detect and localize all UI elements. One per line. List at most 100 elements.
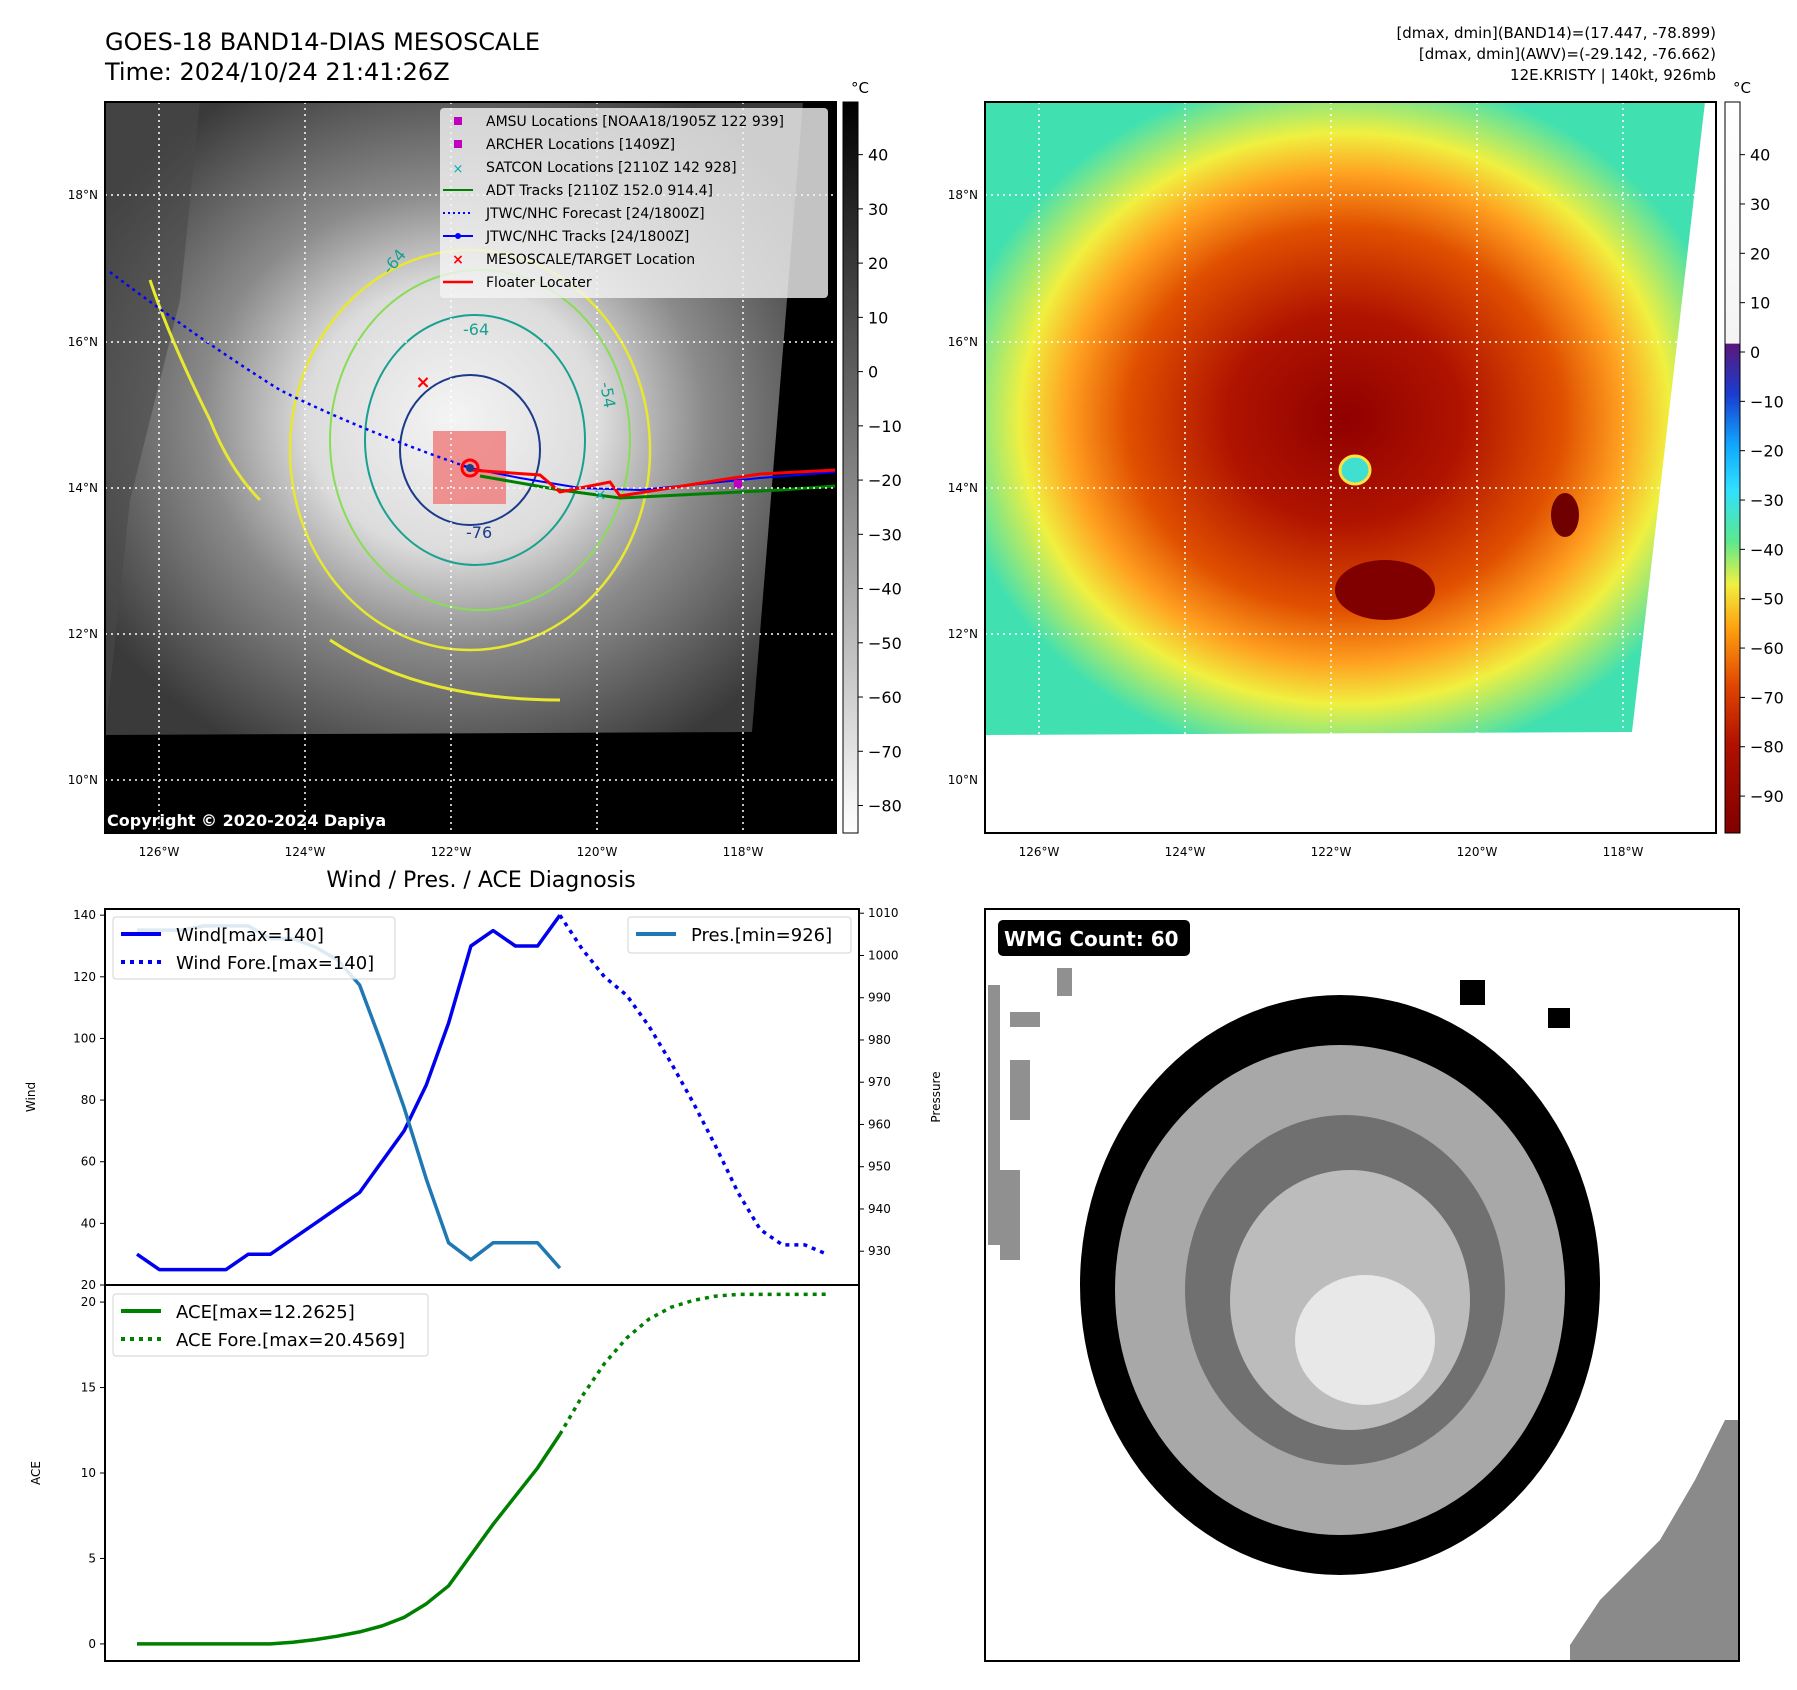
wind-axis-label: Wind	[24, 1082, 38, 1112]
lat-tick: 16°N	[68, 335, 98, 349]
pressure-tick-label: 990	[868, 991, 891, 1005]
wind-tick-label: 120	[73, 970, 96, 984]
ace-legend: ACE[max=12.2625] ACE Fore.[max=20.4569]	[112, 1293, 429, 1357]
wind-tick-label: 20	[81, 1278, 96, 1292]
colorbar-tick-label: −10	[1750, 392, 1784, 411]
pressure-tick-label: 970	[868, 1075, 891, 1089]
colorbar-tick-label: −10	[868, 417, 902, 436]
lat-tick: 12°N	[948, 627, 978, 641]
lat-tick: 14°N	[68, 481, 98, 495]
colorbar-tick-label: −60	[1750, 639, 1784, 658]
pressure-tick-label: 960	[868, 1117, 891, 1131]
gray-map-axis-labels: 126°W 124°W 122°W 120°W 118°W 18°N 16°N …	[68, 188, 764, 859]
legend-wind: Wind[max=140]	[176, 925, 324, 946]
ace-chart: 0 5 10 15 20 ACE ACE[max=12.2625] ACE Fore.[…	[29, 1284, 860, 1662]
lat-tick: 12°N	[68, 627, 98, 641]
color-satellite-imagery	[985, 102, 1705, 735]
colorbar-tick-label: 30	[1750, 195, 1770, 214]
lat-tick: 16°N	[948, 335, 978, 349]
adt-track	[479, 474, 836, 500]
colorbar-tick-label: −70	[868, 742, 902, 761]
ace-axis-label: ACE	[29, 1461, 43, 1485]
pressure-tick-label: 950	[868, 1160, 891, 1174]
legend-wind-forecast: Wind Fore.[max=140]	[176, 953, 374, 974]
colorbar-tick-label: −60	[868, 688, 902, 707]
wind-tick-label: 40	[81, 1216, 96, 1230]
lon-tick: 118°W	[1603, 845, 1644, 859]
legend-ace-forecast: ACE Fore.[max=20.4569]	[176, 1330, 405, 1351]
map-legend: × × AMSU Locations [NOAA18/1905Z 122 939…	[440, 108, 828, 298]
colorbar-tick-label: −30	[1750, 491, 1784, 510]
ace-tick-label: 5	[88, 1551, 96, 1565]
legend-ace: ACE[max=12.2625]	[176, 1302, 355, 1323]
colorbar-tick-label: −80	[1750, 738, 1784, 757]
legend-adt: ADT Tracks [2110Z 152.0 914.4]	[486, 183, 713, 199]
gray-colorbar-unit: °C	[851, 79, 869, 97]
ace-tick-label: 15	[81, 1381, 96, 1395]
forecast-track	[109, 271, 471, 470]
lon-tick: 124°W	[285, 845, 326, 859]
lat-tick: 10°N	[68, 773, 98, 787]
colorbar-tick-label: −70	[1750, 688, 1784, 707]
pressure-tick-label: 1010	[868, 906, 899, 920]
diagnosis-title: Wind / Pres. / ACE Diagnosis	[326, 868, 635, 893]
series-line-wind-max-	[136, 914, 562, 1272]
colorbar-tick-label: 10	[868, 308, 888, 327]
copyright-text: Copyright © 2020-2024 Dapiya	[107, 811, 386, 830]
colorbar-tick-label: 40	[1750, 146, 1770, 165]
lat-tick: 14°N	[948, 481, 978, 495]
pressure-tick-label: 1000	[868, 948, 899, 962]
contour-label-4: -54	[596, 380, 619, 409]
colorbar-tick-label: −40	[868, 580, 902, 599]
colorbar-tick-label: −40	[1750, 540, 1784, 559]
ir-color-map	[985, 102, 1716, 833]
awv-range: [dmax, dmin](AWV)=(-29.142, -76.662)	[1419, 45, 1716, 63]
contour-navy	[399, 374, 541, 526]
colorbar-tick-label: −90	[1750, 787, 1784, 806]
colorbar-tick-label: −50	[868, 634, 902, 653]
eye-marker	[1338, 454, 1372, 486]
contour-label-2: -76	[466, 523, 492, 542]
legend-amsu: AMSU Locations [NOAA18/1905Z 122 939]	[486, 114, 784, 130]
lon-tick: 126°W	[1019, 845, 1060, 859]
colorbar-tick-label: −20	[868, 471, 902, 490]
lon-tick: 126°W	[139, 845, 180, 859]
ace-tick-label: 20	[81, 1295, 96, 1309]
lat-tick: 18°N	[68, 188, 98, 202]
lon-tick: 120°W	[577, 845, 618, 859]
pressure-tick-label: 980	[868, 1033, 891, 1047]
svg-text:×: ×	[453, 162, 464, 177]
pressure-axis-label: Pressure	[929, 1071, 943, 1122]
colorbar-tick-label: −20	[1750, 442, 1784, 461]
storm-info: 12E.KRISTY | 140kt, 926mb	[1510, 66, 1716, 84]
wmg-blocks	[988, 968, 1739, 1661]
color-colorbar-unit: °C	[1733, 79, 1751, 97]
jtwc-track	[469, 467, 836, 492]
colorbar-tick-label: 0	[868, 363, 878, 382]
contour-teal	[364, 314, 586, 566]
band14-range: [dmax, dmin](BAND14)=(17.447, -78.899)	[1396, 24, 1716, 42]
colorbar-tick-label: 10	[1750, 294, 1770, 313]
legend-archer: ARCHER Locations [1409Z]	[486, 137, 675, 153]
lon-tick: 122°W	[1311, 845, 1352, 859]
colorbar-tick-label: −80	[868, 797, 902, 816]
color-map-gridlines	[985, 102, 1716, 833]
colorbar-tick-label: 20	[1750, 244, 1770, 263]
wmg-count-badge: WMG Count: 60	[1004, 927, 1179, 951]
wind-tick-label: 80	[81, 1093, 96, 1107]
lat-tick: 10°N	[948, 773, 978, 787]
wind-legend: Wind[max=140] Wind Fore.[max=140]	[112, 916, 396, 980]
floater-track	[469, 468, 836, 498]
wmg-panel: WMG Count: 60	[985, 909, 1739, 1661]
contour-label-1: -64	[463, 320, 489, 339]
ir-gray-map: × × -64 -76 -64 -54 ×	[105, 102, 836, 833]
mesoscale-marker: ×	[415, 372, 430, 393]
legend-floater: Floater Locater	[486, 275, 592, 291]
legend-jtwc-forecast: JTWC/NHC Forecast [24/1800Z]	[485, 206, 705, 222]
wind-pressure-chart: 20 40 60 80 100 120 140 930 940 950 960 970 980 990 1…	[24, 906, 943, 1292]
colorbar-tick-label: 30	[868, 200, 888, 219]
gray-colorbar: °C 40 30 20 10 0 −10 −20 −30 −40 −50 −60 −70 −80	[842, 79, 902, 834]
colorbar-tick-label: 40	[868, 146, 888, 165]
legend-pressure: Pres.[min=926]	[691, 925, 832, 946]
